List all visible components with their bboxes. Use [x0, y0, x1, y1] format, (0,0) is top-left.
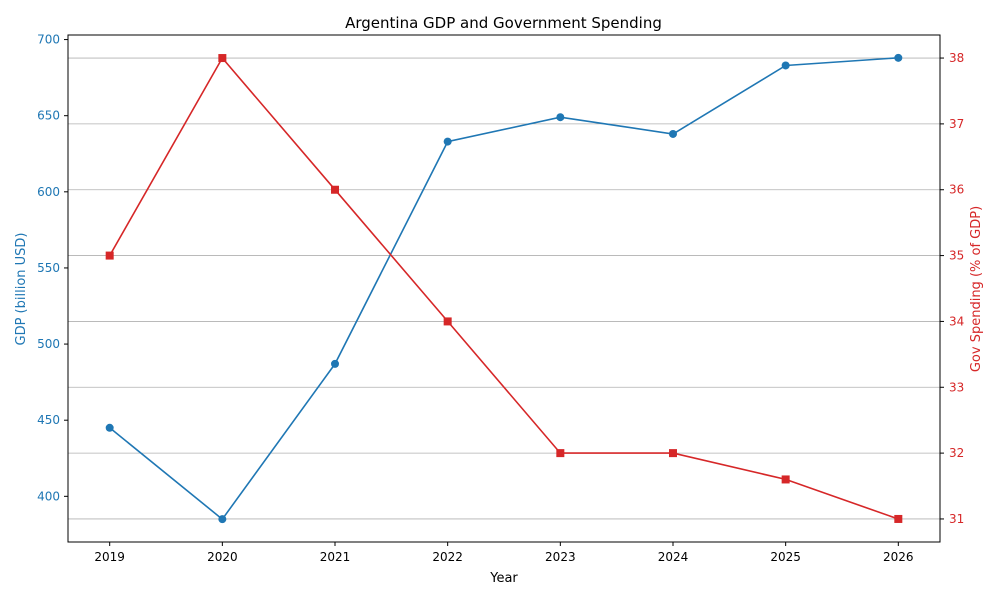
y-right-tick-label: 34: [949, 314, 964, 328]
series-line-right: [109, 56, 899, 520]
data-point-right: [668, 449, 677, 458]
data-point-right: [781, 475, 790, 484]
data-point-right: [218, 54, 227, 63]
chart-title: Argentina GDP and Government Spending: [345, 14, 662, 32]
y-right-tick-label: 33: [949, 380, 964, 394]
x-tick-label: 2024: [658, 550, 689, 564]
y-left-tick-label: 450: [37, 413, 60, 427]
y-left-tick-label: 500: [37, 337, 60, 351]
data-point-right: [331, 185, 340, 194]
series-line-left: [109, 57, 899, 521]
y-right-tick-label: 35: [949, 249, 964, 263]
y-axis-left: 400 450 500 550 600 650 700: [37, 33, 68, 503]
x-tick-label: 2023: [545, 550, 576, 564]
y-left-tick-label: 700: [37, 33, 60, 47]
x-tick-label: 2020: [207, 550, 238, 564]
data-point-right: [556, 449, 565, 458]
x-axis: 2019 2020 2021 2022 2023 2024 2025 2026: [94, 542, 914, 564]
y-left-tick-label: 400: [37, 489, 60, 503]
data-point-right: [894, 514, 903, 523]
x-tick-label: 2021: [320, 550, 351, 564]
y-right-tick-label: 31: [949, 512, 964, 526]
data-point-left: [668, 129, 677, 138]
data-point-left: [894, 53, 903, 62]
y-axis-right: 31 32 33 34 35 36 37 38: [940, 51, 964, 526]
y-axis-right-label: Gov Spending (% of GDP): [969, 206, 984, 372]
data-point-left: [443, 137, 452, 146]
y-right-tick-label: 32: [949, 446, 964, 460]
x-tick-label: 2026: [883, 550, 914, 564]
data-point-right: [443, 317, 452, 326]
data-point-left: [105, 423, 114, 432]
y-right-tick-label: 36: [949, 183, 964, 197]
y-right-tick-label: 37: [949, 117, 964, 131]
x-tick-label: 2019: [94, 550, 125, 564]
y-left-tick-label: 650: [37, 109, 60, 123]
series-layer: [105, 53, 903, 524]
y-left-tick-label: 600: [37, 185, 60, 199]
data-point-left: [331, 359, 340, 368]
data-point-left: [218, 515, 227, 524]
y-right-tick-label: 38: [949, 51, 964, 65]
data-point-left: [781, 61, 790, 70]
y-left-tick-label: 550: [37, 261, 60, 275]
x-axis-label: Year: [489, 571, 518, 586]
x-tick-label: 2025: [770, 550, 801, 564]
y-axis-left-label: GDP (billion USD): [14, 232, 29, 345]
data-point-right: [105, 251, 114, 260]
x-tick-label: 2022: [432, 550, 463, 564]
data-point-left: [556, 113, 565, 122]
plot-frame: [67, 34, 941, 543]
